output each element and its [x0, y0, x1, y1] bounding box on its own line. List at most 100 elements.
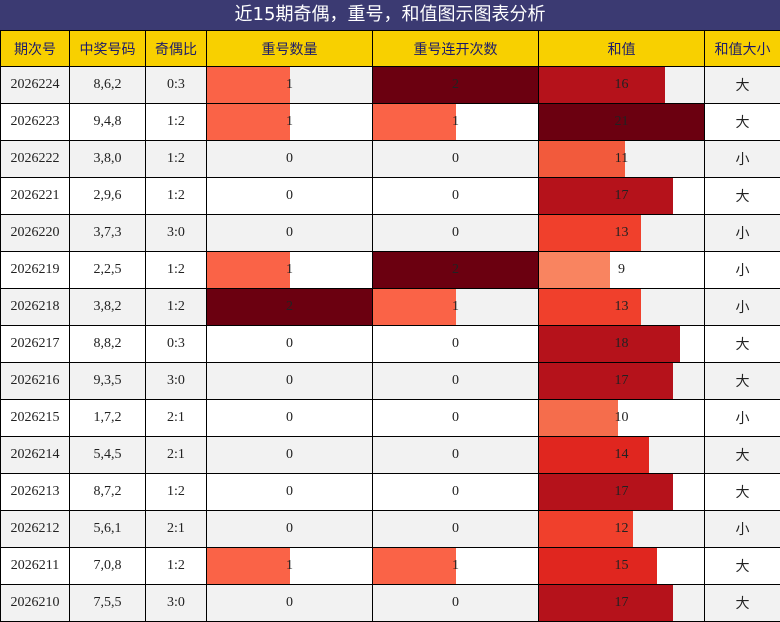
table-row: 2026218 3,8,2 1:2 2 1 13 小 [0, 288, 780, 326]
sum-cell-value: 17 [614, 484, 629, 499]
repeat-cell-bar [207, 67, 290, 103]
table-row: 2026219 2,2,5 1:2 1 2 9 小 [0, 251, 780, 289]
repeat-cell: 0 [206, 584, 373, 622]
size-cell: 小 [704, 399, 780, 437]
size-cell: 大 [704, 584, 780, 622]
header-numbers: 中奖号码 [69, 30, 146, 67]
chart-title: 近15期奇偶，重号，和值图示图表分析 [0, 0, 780, 30]
sum-cell-bar [539, 437, 649, 473]
odd-even-cell: 0:3 [145, 66, 207, 104]
size-cell: 小 [704, 140, 780, 178]
sum-cell-bar [539, 252, 610, 288]
sum-cell-value: 18 [614, 336, 629, 351]
issue-cell: 2026216 [0, 362, 70, 400]
repeat-cell: 2 [206, 288, 373, 326]
numbers-cell: 9,4,8 [69, 103, 146, 141]
streak-cell-value: 0 [452, 373, 459, 388]
odd-even-cell: 1:2 [145, 547, 207, 585]
table-row: 2026213 8,7,2 1:2 0 0 17 大 [0, 473, 780, 511]
streak-cell: 1 [372, 288, 539, 326]
sum-cell: 13 [538, 288, 705, 326]
repeat-cell-value: 0 [286, 447, 293, 462]
odd-even-cell: 2:1 [145, 436, 207, 474]
odd-even-cell: 1:2 [145, 288, 207, 326]
odd-even-cell: 3:0 [145, 584, 207, 622]
size-cell: 大 [704, 547, 780, 585]
streak-cell: 0 [372, 214, 539, 252]
repeat-cell-value: 2 [286, 299, 293, 314]
odd-even-cell: 1:2 [145, 140, 207, 178]
issue-cell: 2026224 [0, 66, 70, 104]
issue-cell: 2026217 [0, 325, 70, 363]
table-row: 2026224 8,6,2 0:3 1 2 16 大 [0, 66, 780, 104]
streak-cell-value: 0 [452, 225, 459, 240]
issue-cell: 2026218 [0, 288, 70, 326]
sum-cell-value: 11 [614, 151, 629, 166]
odd-even-cell: 3:0 [145, 362, 207, 400]
numbers-cell: 5,4,5 [69, 436, 146, 474]
repeat-cell-value: 1 [286, 114, 293, 129]
repeat-cell-value: 1 [286, 262, 293, 277]
streak-cell: 1 [372, 103, 539, 141]
streak-cell-bar [373, 104, 456, 140]
issue-cell: 2026220 [0, 214, 70, 252]
size-cell: 大 [704, 66, 780, 104]
size-cell: 大 [704, 436, 780, 474]
sum-cell-bar [539, 326, 681, 362]
issue-cell: 2026211 [0, 547, 70, 585]
streak-cell: 1 [372, 547, 539, 585]
streak-cell-bar [373, 67, 538, 103]
sum-cell-bar [539, 104, 704, 140]
sum-cell: 18 [538, 325, 705, 363]
streak-cell-value: 0 [452, 336, 459, 351]
sum-cell-bar [539, 511, 634, 547]
repeat-cell: 1 [206, 251, 373, 289]
odd-even-cell: 2:1 [145, 399, 207, 437]
size-cell: 小 [704, 510, 780, 548]
repeat-cell: 0 [206, 436, 373, 474]
repeat-cell-bar [207, 548, 290, 584]
sum-cell-value: 14 [614, 447, 629, 462]
sum-cell-value: 17 [614, 188, 629, 203]
streak-cell-value: 2 [452, 262, 459, 277]
odd-even-cell: 0:3 [145, 325, 207, 363]
sum-cell-value: 13 [614, 225, 629, 240]
numbers-cell: 8,7,2 [69, 473, 146, 511]
repeat-cell: 0 [206, 362, 373, 400]
numbers-cell: 3,8,0 [69, 140, 146, 178]
repeat-cell: 0 [206, 214, 373, 252]
header-repeat: 重号数量 [206, 30, 373, 67]
repeat-cell: 0 [206, 140, 373, 178]
sum-cell: 17 [538, 473, 705, 511]
repeat-cell: 0 [206, 510, 373, 548]
streak-cell: 0 [372, 436, 539, 474]
header-odd-even: 奇偶比 [145, 30, 207, 67]
size-cell: 大 [704, 103, 780, 141]
repeat-cell: 0 [206, 473, 373, 511]
odd-even-cell: 3:0 [145, 214, 207, 252]
streak-cell-value: 2 [452, 77, 459, 92]
issue-cell: 2026215 [0, 399, 70, 437]
issue-cell: 2026222 [0, 140, 70, 178]
header-sum: 和值 [538, 30, 705, 67]
streak-cell: 0 [372, 584, 539, 622]
numbers-cell: 3,8,2 [69, 288, 146, 326]
sum-cell-bar [539, 585, 673, 621]
issue-cell: 2026223 [0, 103, 70, 141]
sum-cell: 17 [538, 362, 705, 400]
sum-cell-bar [539, 141, 626, 177]
sum-cell: 9 [538, 251, 705, 289]
sum-cell: 17 [538, 584, 705, 622]
streak-cell: 2 [372, 66, 539, 104]
sum-cell-bar [539, 474, 673, 510]
issue-cell: 2026214 [0, 436, 70, 474]
repeat-cell-value: 0 [286, 151, 293, 166]
sum-cell-value: 17 [614, 595, 629, 610]
table-row: 2026215 1,7,2 2:1 0 0 10 小 [0, 399, 780, 437]
streak-cell: 0 [372, 473, 539, 511]
sum-cell: 12 [538, 510, 705, 548]
size-cell: 小 [704, 251, 780, 289]
table-row: 2026212 5,6,1 2:1 0 0 12 小 [0, 510, 780, 548]
numbers-cell: 7,0,8 [69, 547, 146, 585]
